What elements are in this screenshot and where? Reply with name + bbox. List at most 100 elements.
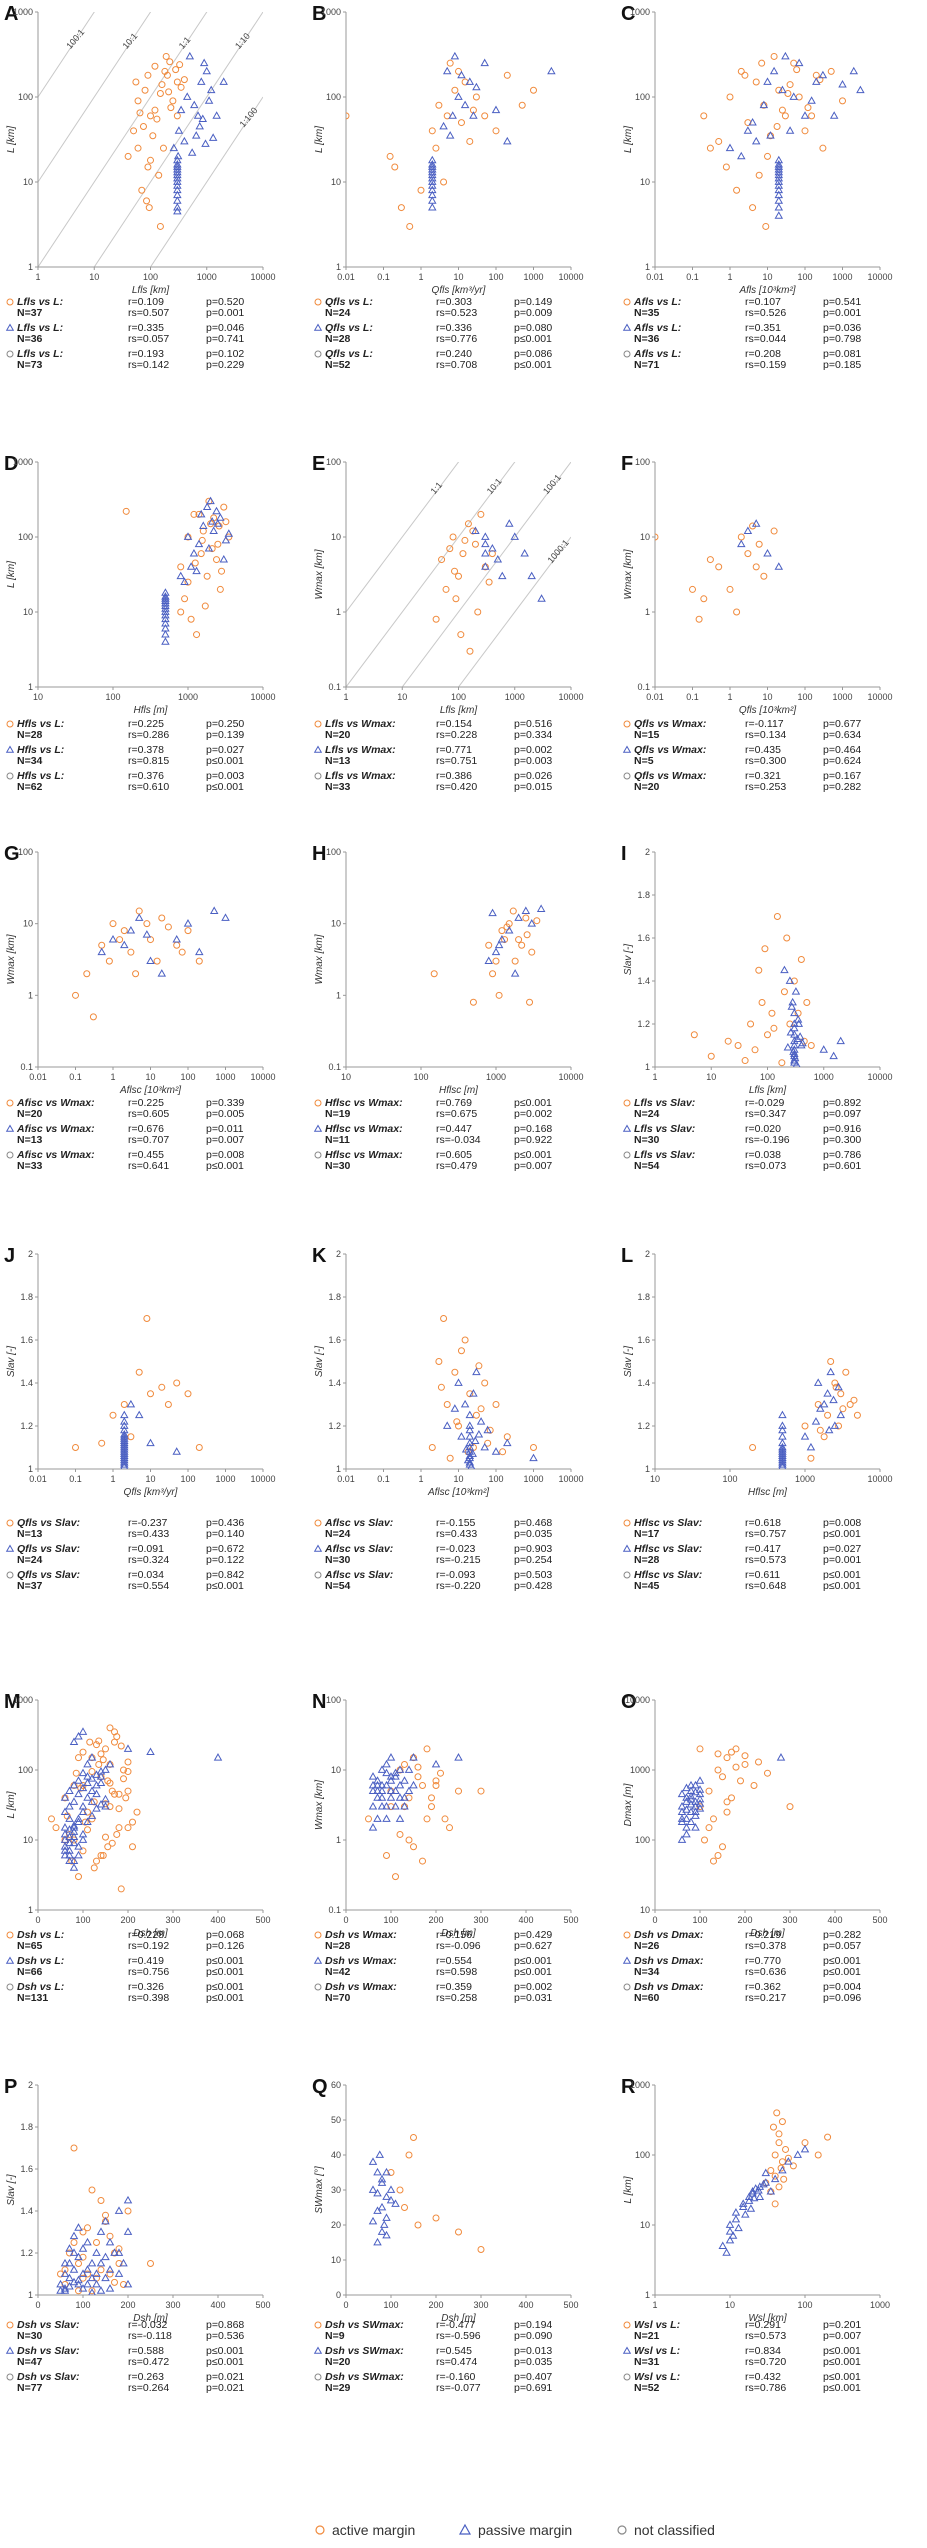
y-tick-label: 30 bbox=[331, 2185, 341, 2195]
stats-p-spearman: p=0.624 bbox=[823, 755, 861, 767]
data-point-active bbox=[124, 1758, 132, 1766]
data-point-passive bbox=[491, 1447, 501, 1455]
data-point-active bbox=[72, 1444, 79, 1451]
data-point-passive bbox=[65, 2273, 74, 2282]
data-point-passive bbox=[78, 1783, 88, 1792]
data-point-passive bbox=[819, 1045, 829, 1053]
panel-letter: A bbox=[4, 3, 18, 25]
data-point-passive bbox=[78, 1727, 88, 1735]
stats-p-spearman: p=0.015 bbox=[514, 781, 552, 793]
data-point-active bbox=[737, 533, 745, 541]
stats-n: N=30 bbox=[325, 1554, 351, 1566]
stats-n: N=29 bbox=[325, 2382, 351, 2394]
stats-label: Dsh vs Slav: bbox=[17, 2345, 79, 2357]
x-tick-label: 10 bbox=[89, 272, 99, 282]
data-point-passive bbox=[69, 1823, 79, 1831]
data-point-passive bbox=[469, 111, 478, 119]
data-point-passive bbox=[751, 519, 761, 527]
points bbox=[72, 1315, 203, 1469]
data-point-active bbox=[695, 615, 703, 623]
data-point-passive bbox=[778, 1447, 787, 1455]
data-point-passive bbox=[529, 1453, 538, 1462]
data-point-passive bbox=[173, 206, 182, 215]
data-point-active bbox=[705, 1787, 713, 1795]
stats-p: p=0.027 bbox=[206, 744, 244, 756]
x-tick-label: 200 bbox=[737, 1915, 752, 1925]
x-tick-label: 1 bbox=[343, 692, 348, 702]
stats-p: p=0.036 bbox=[823, 322, 861, 334]
stats-p-spearman: p≤0.001 bbox=[514, 359, 552, 371]
y-tick-label: 10 bbox=[640, 1905, 650, 1915]
data-point-passive bbox=[161, 598, 170, 607]
stats-label: Qfls vs L: bbox=[325, 322, 373, 334]
data-point-active bbox=[135, 907, 143, 915]
stats-label: Wsl vs L: bbox=[634, 2345, 680, 2357]
data-point-active bbox=[70, 2239, 78, 2246]
data-point-active bbox=[193, 631, 201, 639]
x-tick-label: 1 bbox=[35, 272, 40, 282]
data-point-passive bbox=[96, 2286, 106, 2294]
stats-p: p=0.520 bbox=[206, 296, 244, 308]
data-point-passive bbox=[123, 1744, 133, 1752]
data-point-passive bbox=[428, 202, 437, 211]
stats-n: N=33 bbox=[17, 1160, 43, 1172]
data-point-passive bbox=[105, 2284, 115, 2292]
points bbox=[718, 2109, 832, 2256]
stats-p-spearman: p=0.031 bbox=[514, 1992, 552, 2004]
data-point-passive bbox=[74, 2275, 83, 2284]
data-point-passive bbox=[368, 1780, 378, 1789]
x-tick-label: 10000 bbox=[558, 692, 583, 702]
stats-p-spearman: p≤0.001 bbox=[823, 1528, 861, 1540]
y-tick-label: 0.1 bbox=[328, 682, 341, 692]
stats-p: p=0.339 bbox=[206, 1097, 244, 1109]
data-point-passive bbox=[182, 92, 192, 100]
data-point-passive bbox=[498, 571, 507, 580]
y-tick-label: 1 bbox=[28, 1464, 33, 1474]
data-point-active bbox=[99, 1756, 107, 1764]
data-point-passive bbox=[83, 1759, 92, 1768]
data-point-passive bbox=[774, 211, 784, 219]
stats-rs: rs=0.073 bbox=[745, 1160, 786, 1172]
x-tick-label: 500 bbox=[563, 2300, 578, 2310]
data-point-passive bbox=[157, 969, 167, 977]
data-point-active bbox=[706, 144, 714, 152]
y-axis-label: Wmax [km] bbox=[314, 549, 325, 599]
data-point-active bbox=[452, 595, 460, 603]
data-point-passive bbox=[219, 554, 229, 563]
stats-symbol-active bbox=[623, 1931, 631, 1939]
stats-p: p=0.013 bbox=[514, 2345, 552, 2357]
data-point-active bbox=[690, 1031, 698, 1039]
data-point-active bbox=[435, 101, 443, 109]
stats-r: r=0.291 bbox=[745, 2319, 781, 2331]
stats-n: N=37 bbox=[17, 307, 43, 319]
data-point-active bbox=[498, 927, 506, 935]
data-point-passive bbox=[737, 151, 746, 160]
data-point-active bbox=[819, 144, 827, 152]
data-point-active bbox=[481, 112, 489, 120]
stats-label: Dsh vs L: bbox=[17, 1929, 64, 1941]
data-point-active bbox=[106, 1779, 114, 1787]
data-point-passive bbox=[120, 1417, 129, 1425]
stats-n: N=24 bbox=[325, 1528, 351, 1540]
panel-letter: Q bbox=[312, 2076, 328, 2098]
data-point-passive bbox=[677, 1814, 687, 1822]
data-point-active bbox=[773, 122, 781, 130]
x-tick-label: 10000 bbox=[250, 1474, 275, 1484]
stats-rs: rs=0.751 bbox=[436, 755, 477, 767]
data-point-passive bbox=[838, 79, 847, 88]
data-point-active bbox=[173, 941, 181, 949]
stats-p-spearman: p=0.601 bbox=[823, 1160, 861, 1172]
stats-n: N=30 bbox=[17, 2330, 43, 2342]
data-point-active bbox=[714, 1766, 722, 1774]
data-point-passive bbox=[527, 571, 536, 580]
data-point-active bbox=[84, 2224, 91, 2232]
data-point-passive bbox=[87, 2258, 97, 2267]
